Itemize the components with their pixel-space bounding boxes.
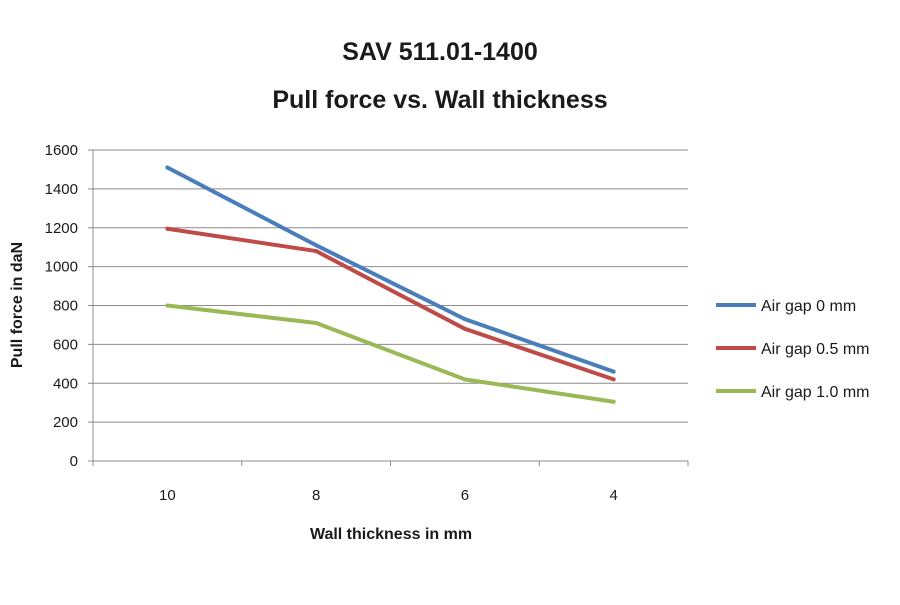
y-tick-label: 800	[53, 298, 78, 315]
series-lines	[165, 165, 616, 404]
y-tick-label: 1000	[45, 259, 78, 276]
data-point	[314, 249, 319, 254]
axes	[88, 149, 689, 466]
data-point	[462, 326, 467, 331]
data-point	[314, 320, 319, 325]
data-point	[165, 165, 170, 170]
data-point	[165, 303, 170, 308]
data-point	[462, 317, 467, 322]
x-axis-title: Wall thickness in mm	[310, 526, 472, 543]
legend: Air gap 0 mm Air gap 0.5 mm Air gap 1.0 mm	[716, 298, 869, 401]
y-tick-label: 1600	[45, 142, 78, 159]
y-tick-label: 400	[53, 375, 78, 392]
series-line	[165, 303, 616, 404]
legend-label: Air gap 0.5 mm	[761, 341, 869, 358]
data-point	[314, 243, 319, 248]
data-point	[611, 369, 616, 374]
y-tick-label: 200	[53, 414, 78, 431]
y-tick-label: 1200	[45, 220, 78, 237]
x-tick-label: 4	[609, 487, 617, 504]
series-line	[165, 226, 616, 382]
data-point	[611, 399, 616, 404]
x-tick-label: 8	[312, 487, 320, 504]
y-axis-title: Pull force in daN	[9, 242, 26, 368]
x-tick-labels: 10 8 6 4	[159, 487, 618, 504]
legend-label: Air gap 1.0 mm	[761, 384, 869, 401]
chart-subtitle: Pull force vs. Wall thickness	[272, 86, 607, 114]
data-point	[611, 377, 616, 382]
y-tick-labels: 0 200 400 600 800 1000 1200 1400 1600	[45, 142, 78, 470]
x-tick-label: 10	[159, 487, 176, 504]
y-tick-label: 600	[53, 336, 78, 353]
series-line	[165, 165, 616, 374]
legend-label: Air gap 0 mm	[761, 298, 856, 315]
y-tick-label: 0	[70, 453, 78, 470]
chart-title: SAV 511.01-1400	[342, 38, 538, 66]
gridlines	[93, 149, 688, 423]
y-tick-label: 1400	[45, 181, 78, 198]
data-point	[462, 377, 467, 382]
data-point	[165, 226, 170, 231]
x-tick-label: 6	[461, 487, 469, 504]
